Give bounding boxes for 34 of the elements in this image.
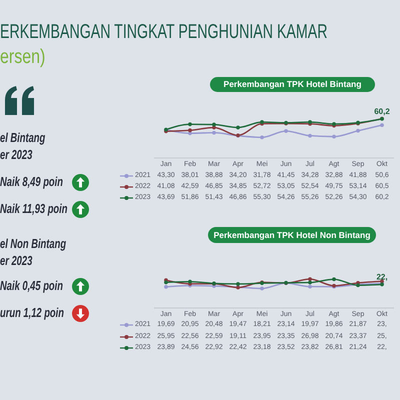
point (164, 285, 168, 289)
text: er 2023 (0, 147, 32, 163)
text: ersen) (0, 46, 46, 68)
annotation: 22, (376, 272, 388, 282)
text: ERKEMBANGAN TINGKAT PENGHUNIAN KAMAR (0, 21, 328, 43)
text: er 2023 (0, 253, 32, 269)
point (284, 129, 288, 133)
chart-title: Perkembangan TPK Hotel Bintang (210, 77, 375, 92)
point (188, 122, 192, 126)
point (380, 123, 384, 128)
point (260, 286, 264, 290)
point (212, 122, 216, 126)
point (188, 131, 192, 136)
text: Naik 0,45 poin (0, 278, 63, 294)
text: Naik 11,93 poin (0, 201, 68, 217)
point (332, 277, 336, 282)
point (236, 282, 240, 286)
point (212, 130, 216, 135)
point (260, 135, 264, 140)
text: Naik 8,49 poin (0, 174, 63, 190)
point (332, 134, 336, 139)
text: urun 1,12 poin (0, 305, 64, 321)
annotation: 60,2 (374, 106, 390, 116)
point (308, 280, 312, 284)
chart-title: Perkembangan TPK Hotel Non Bintang (208, 227, 376, 243)
point (164, 280, 168, 284)
point (188, 128, 192, 132)
point (356, 128, 360, 133)
point (308, 277, 312, 281)
point (236, 126, 240, 130)
point (308, 284, 312, 289)
text: el Non Bintang (0, 236, 66, 252)
point (308, 134, 312, 138)
text: el Bintang (0, 130, 46, 146)
